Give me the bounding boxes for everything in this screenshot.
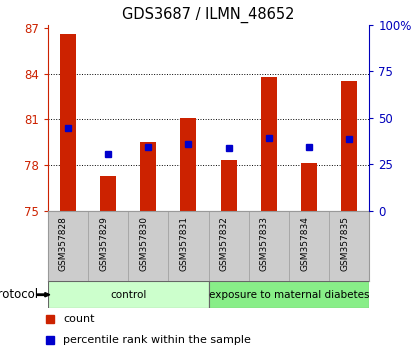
Bar <box>48 281 209 308</box>
Text: protocol: protocol <box>0 288 39 301</box>
Text: GSM357829: GSM357829 <box>99 216 108 271</box>
Text: exposure to maternal diabetes: exposure to maternal diabetes <box>209 290 369 300</box>
Text: GSM357833: GSM357833 <box>260 216 269 271</box>
Bar <box>341 81 357 211</box>
Text: GSM357834: GSM357834 <box>300 216 309 271</box>
Text: percentile rank within the sample: percentile rank within the sample <box>63 335 251 345</box>
Text: count: count <box>63 314 95 324</box>
Bar <box>140 142 156 211</box>
Text: control: control <box>110 290 146 300</box>
Bar <box>261 76 277 211</box>
Text: GSM357831: GSM357831 <box>179 216 188 271</box>
Text: GSM357828: GSM357828 <box>59 216 68 271</box>
Bar <box>181 118 196 211</box>
Text: GSM357830: GSM357830 <box>139 216 148 271</box>
Bar <box>221 160 237 211</box>
Bar <box>100 176 116 211</box>
Bar <box>60 34 76 211</box>
Text: GSM357832: GSM357832 <box>220 216 229 271</box>
Bar <box>301 164 317 211</box>
Title: GDS3687 / ILMN_48652: GDS3687 / ILMN_48652 <box>122 7 295 23</box>
Text: GSM357835: GSM357835 <box>340 216 349 271</box>
Bar <box>209 281 369 308</box>
